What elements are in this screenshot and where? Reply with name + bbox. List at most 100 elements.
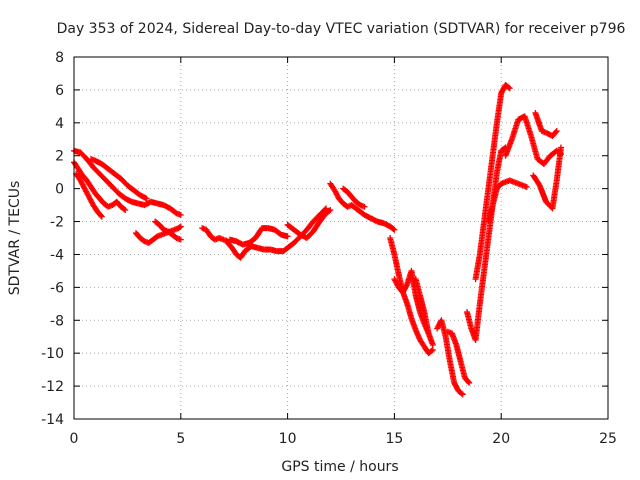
data-point bbox=[425, 330, 432, 337]
data-trace-segment bbox=[490, 187, 500, 207]
series-arc11 bbox=[327, 180, 398, 233]
data-trace-segment bbox=[451, 381, 461, 393]
data-trace-segment bbox=[494, 181, 504, 191]
data-trace-segment bbox=[160, 230, 168, 238]
y-tick-label: 2 bbox=[55, 149, 64, 165]
series-arc19 bbox=[472, 81, 513, 283]
data-point bbox=[177, 211, 184, 218]
data-trace-segment bbox=[133, 231, 143, 241]
data-trace-segment bbox=[413, 277, 423, 298]
data-trace-segment bbox=[119, 176, 130, 188]
y-tick-label: 6 bbox=[55, 83, 64, 99]
data-points bbox=[71, 81, 565, 398]
data-trace-segment bbox=[101, 201, 111, 209]
data-trace-segment bbox=[472, 302, 483, 342]
plot-frame bbox=[73, 56, 609, 420]
y-tick-labels: -14 -12 -10 -8 -6 -4 -2 0 2 4 6 8 bbox=[41, 50, 64, 428]
data-trace-segment bbox=[537, 183, 549, 204]
y-tick-label: -2 bbox=[50, 215, 64, 231]
series-arc16 bbox=[434, 317, 466, 398]
data-trace-segment bbox=[106, 202, 115, 210]
data-trace-segment bbox=[499, 145, 508, 153]
data-point bbox=[429, 341, 436, 348]
x-tick-label: 15 bbox=[385, 431, 403, 447]
series-arc9 bbox=[226, 225, 291, 248]
y-tick-label: -14 bbox=[41, 412, 64, 428]
data-trace-segment bbox=[76, 167, 85, 178]
data-trace-segment bbox=[247, 235, 258, 246]
data-trace-segment bbox=[104, 178, 115, 189]
x-tick-label: 0 bbox=[70, 431, 79, 447]
data-point bbox=[327, 207, 334, 214]
grid bbox=[74, 57, 608, 419]
data-point bbox=[284, 233, 291, 240]
data-trace-segment bbox=[481, 187, 492, 223]
data-trace-segment bbox=[176, 224, 183, 231]
y-tick-label: 8 bbox=[55, 50, 64, 66]
series-arc2 bbox=[71, 159, 129, 214]
data-point bbox=[143, 195, 150, 202]
data-trace-segment bbox=[426, 347, 435, 356]
series-arc4 bbox=[88, 156, 150, 202]
data-trace-segment bbox=[332, 188, 342, 201]
data-trace-segment bbox=[311, 219, 322, 234]
data-trace-segment bbox=[229, 246, 239, 257]
data-trace-segment bbox=[532, 111, 545, 133]
data-trace-segment bbox=[106, 166, 117, 177]
data-trace-segment bbox=[168, 227, 176, 234]
series-arc6 bbox=[152, 218, 184, 243]
x-tick-label: 5 bbox=[176, 431, 185, 447]
data-trace-segment bbox=[438, 318, 449, 339]
data-trace-segment bbox=[99, 161, 111, 172]
x-tick-label: 20 bbox=[492, 431, 510, 447]
data-trace-segment bbox=[391, 252, 402, 276]
data-trace-segment bbox=[481, 236, 492, 273]
data-trace-segment bbox=[442, 335, 453, 363]
data-trace-segment bbox=[317, 206, 328, 217]
data-trace-segment bbox=[311, 213, 322, 224]
x-tick-labels: 0 5 10 15 20 25 bbox=[70, 431, 617, 447]
data-trace-segment bbox=[225, 240, 235, 250]
data-point bbox=[466, 379, 473, 386]
data-trace-segment bbox=[540, 128, 548, 136]
data-trace-segment bbox=[550, 129, 559, 138]
data-trace-segment bbox=[89, 156, 97, 164]
data-trace-segment bbox=[208, 234, 217, 242]
data-trace-segment bbox=[125, 183, 136, 193]
data-trace-segment bbox=[86, 195, 96, 207]
data-trace-segment bbox=[453, 343, 464, 363]
x-axis-label: GPS time / hours bbox=[281, 459, 398, 475]
data-trace-segment bbox=[292, 234, 303, 245]
data-trace-segment bbox=[341, 186, 350, 195]
data-trace-segment bbox=[172, 225, 181, 233]
data-trace-segment bbox=[336, 196, 346, 206]
data-trace-segment bbox=[421, 310, 432, 335]
data-trace-segment bbox=[417, 294, 427, 314]
data-trace-segment bbox=[78, 178, 87, 191]
data-point bbox=[553, 128, 560, 135]
data-trace-segment bbox=[91, 165, 102, 176]
data-trace-segment bbox=[285, 240, 296, 251]
data-trace-segment bbox=[382, 220, 392, 229]
data-trace-segment bbox=[447, 359, 457, 385]
data-trace-segment bbox=[503, 177, 512, 185]
data-trace-segment bbox=[503, 82, 512, 91]
data-trace-segment bbox=[91, 203, 100, 214]
series-arc21 bbox=[502, 113, 565, 167]
data-trace-segment bbox=[110, 185, 121, 196]
data-trace-segment bbox=[477, 220, 487, 256]
y-tick-label: -4 bbox=[50, 247, 64, 263]
data-trace-segment bbox=[494, 149, 504, 174]
data-point bbox=[361, 203, 368, 210]
series-arc15 bbox=[412, 276, 432, 337]
data-trace-segment bbox=[456, 388, 465, 397]
data-trace-segment bbox=[553, 146, 564, 182]
data-trace-segment bbox=[93, 191, 102, 201]
data-trace-segment bbox=[138, 235, 147, 244]
data-trace-segment bbox=[73, 172, 83, 183]
data-trace-segment bbox=[477, 269, 487, 306]
data-trace-segment bbox=[464, 310, 474, 331]
data-trace-segment bbox=[93, 158, 104, 167]
data-point bbox=[98, 213, 105, 220]
